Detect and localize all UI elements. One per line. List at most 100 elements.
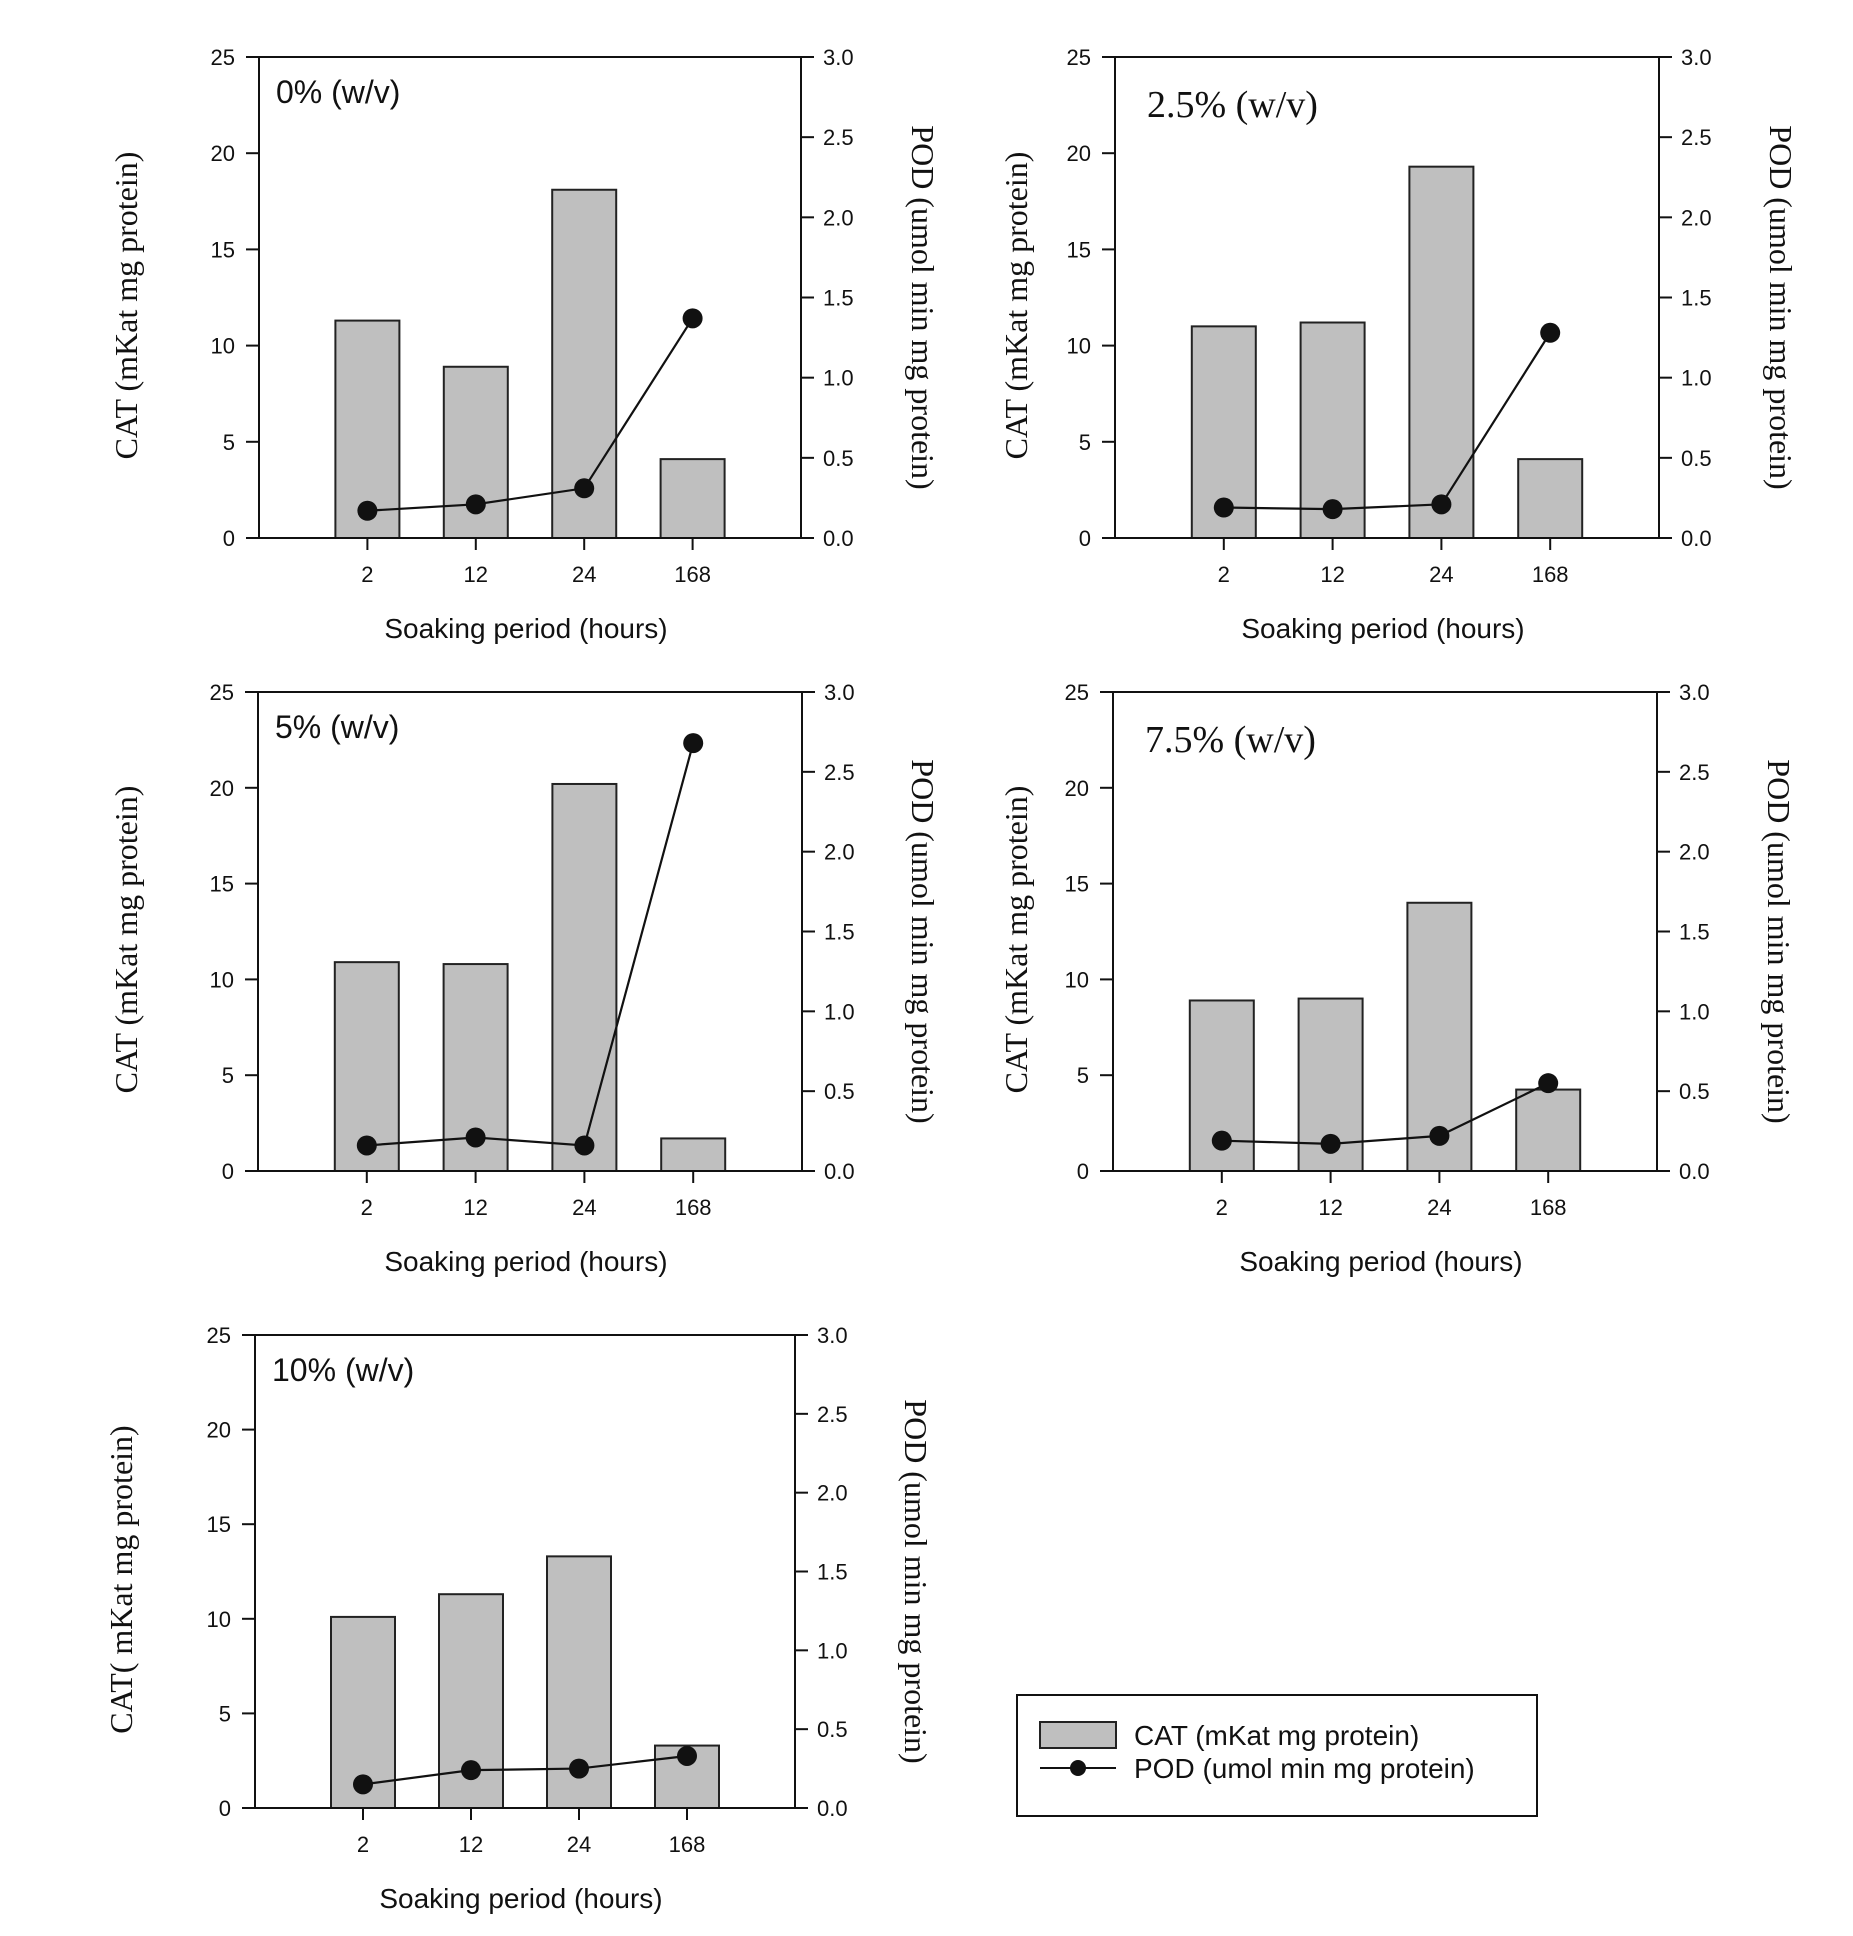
left-tick-label: 20 xyxy=(1065,776,1089,801)
left-y-axis-title: CAT (mKat mg protein) xyxy=(998,786,1034,1094)
left-y-axis-title: CAT( mKat mg protein) xyxy=(103,1425,139,1733)
pod-line xyxy=(1223,332,1552,511)
left-tick-label: 5 xyxy=(222,1063,234,1088)
right-tick-label: 2.0 xyxy=(1681,205,1712,230)
pod-marker xyxy=(357,500,378,521)
left-tick-label: 0 xyxy=(219,1796,231,1821)
panel-label: 7.5% (w/v) xyxy=(1145,719,1316,761)
x-tick-label: 2 xyxy=(1216,1195,1228,1220)
left-tick-label: 20 xyxy=(210,776,234,801)
pod-marker xyxy=(1320,1133,1341,1154)
right-tick-label: 0.0 xyxy=(824,1159,855,1184)
right-tick-label: 0.0 xyxy=(1679,1159,1710,1184)
left-tick-label: 10 xyxy=(207,1607,231,1632)
left-tick-label: 25 xyxy=(211,45,235,70)
left-tick-label: 0 xyxy=(222,1159,234,1184)
left-tick-label: 20 xyxy=(207,1418,231,1443)
x-tick-label: 168 xyxy=(1532,562,1569,587)
left-tick-label: 15 xyxy=(210,872,234,897)
right-tick-label: 0.0 xyxy=(1681,526,1712,551)
right-tick-label: 2.0 xyxy=(1679,840,1710,865)
left-tick-label: 5 xyxy=(223,430,235,455)
right-tick-label: 1.0 xyxy=(1681,366,1712,391)
pod-marker xyxy=(569,1758,589,1779)
legend: CAT (mKat mg protein) POD (umol min mg p… xyxy=(1016,1694,1538,1817)
left-tick-label: 15 xyxy=(211,237,235,262)
right-tick-label: 2.0 xyxy=(824,840,855,865)
left-tick-label: 0 xyxy=(223,526,235,551)
x-tick-label: 2 xyxy=(1218,562,1230,587)
pod-marker xyxy=(356,1135,377,1156)
cat-bar xyxy=(551,188,618,539)
x-axis-title: Soaking period (hours) xyxy=(384,1246,667,1277)
pod-marker xyxy=(1322,499,1343,520)
right-tick-label: 0.5 xyxy=(817,1717,848,1742)
right-tick-label: 3.0 xyxy=(817,1323,848,1348)
legend-label-pod: POD (umol min mg protein) xyxy=(1134,1753,1475,1784)
x-tick-label: 168 xyxy=(1530,1195,1567,1220)
x-tick-label: 24 xyxy=(572,1195,596,1220)
right-y-axis-title: POD (umol min mg protein) xyxy=(905,125,941,489)
left-tick-label: 5 xyxy=(1077,1063,1089,1088)
left-y-axis-title: CAT (mKat mg protein) xyxy=(108,152,144,460)
pod-marker xyxy=(1431,494,1452,515)
panel-4: 0 5 10 15 20 25 0.0 0.5 1.0 1.5 2.0 2.5 3.0 2 12 24 168 7… xyxy=(998,680,1797,1277)
right-tick-label: 1.0 xyxy=(817,1638,848,1663)
pod-marker xyxy=(683,733,704,754)
right-tick-label: 1.5 xyxy=(1681,286,1712,311)
right-y-axis-title: POD (umol min mg protein) xyxy=(898,1399,934,1763)
cat-bar xyxy=(1408,165,1475,539)
pod-marker xyxy=(677,1745,697,1766)
right-tick-label: 2.0 xyxy=(817,1481,848,1506)
right-tick-label: 3.0 xyxy=(824,680,855,705)
x-axis-title: Soaking period (hours) xyxy=(1239,1246,1522,1277)
cat-bar xyxy=(1515,1088,1582,1172)
legend-label-cat: CAT (mKat mg protein) xyxy=(1134,1720,1419,1751)
left-tick-label: 20 xyxy=(1067,141,1091,166)
right-tick-label: 3.0 xyxy=(823,45,854,70)
x-tick-label: 168 xyxy=(674,562,711,587)
pod-marker xyxy=(461,1760,481,1781)
left-tick-label: 0 xyxy=(1077,1159,1089,1184)
right-tick-label: 1.5 xyxy=(1679,920,1710,945)
right-tick-label: 1.0 xyxy=(1679,999,1710,1024)
right-tick-label: 2.5 xyxy=(823,125,854,150)
pod-line xyxy=(1221,1082,1549,1145)
x-tick-label: 12 xyxy=(459,1832,483,1857)
left-tick-label: 25 xyxy=(1067,45,1091,70)
x-tick-label: 2 xyxy=(361,1195,373,1220)
cat-bar xyxy=(659,458,726,539)
right-y-axis-title: POD (umol min mg protein) xyxy=(905,759,941,1123)
left-tick-label: 10 xyxy=(211,334,235,359)
right-tick-label: 1.5 xyxy=(817,1560,848,1585)
x-tick-label: 2 xyxy=(361,562,373,587)
panel-label: 2.5% (w/v) xyxy=(1147,84,1318,126)
x-tick-label: 12 xyxy=(1318,1195,1342,1220)
x-axis-title: Soaking period (hours) xyxy=(384,613,667,644)
right-tick-label: 1.5 xyxy=(824,920,855,945)
x-axis-title: Soaking period (hours) xyxy=(1241,613,1524,644)
x-tick-label: 24 xyxy=(1427,1195,1451,1220)
panel-label: 5% (w/v) xyxy=(275,709,399,745)
pod-marker xyxy=(574,478,595,499)
x-tick-label: 12 xyxy=(463,1195,487,1220)
x-tick-label: 24 xyxy=(567,1832,591,1857)
pod-marker xyxy=(1211,1130,1232,1151)
left-tick-label: 10 xyxy=(1065,967,1089,992)
legend-frame xyxy=(1016,1694,1538,1817)
pod-marker xyxy=(682,308,703,329)
x-axis-title: Soaking period (hours) xyxy=(379,1883,662,1914)
right-tick-label: 0.0 xyxy=(823,526,854,551)
x-tick-label: 168 xyxy=(675,1195,712,1220)
right-tick-label: 1.0 xyxy=(824,999,855,1024)
right-tick-label: 0.5 xyxy=(823,446,854,471)
x-tick-label: 168 xyxy=(669,1832,706,1857)
pod-line xyxy=(366,742,695,1147)
x-tick-label: 24 xyxy=(1429,562,1453,587)
cat-bar xyxy=(551,782,618,1173)
left-tick-label: 20 xyxy=(211,141,235,166)
pod-marker xyxy=(1429,1125,1450,1146)
x-tick-label: 12 xyxy=(464,562,488,587)
right-tick-label: 2.5 xyxy=(817,1402,848,1427)
